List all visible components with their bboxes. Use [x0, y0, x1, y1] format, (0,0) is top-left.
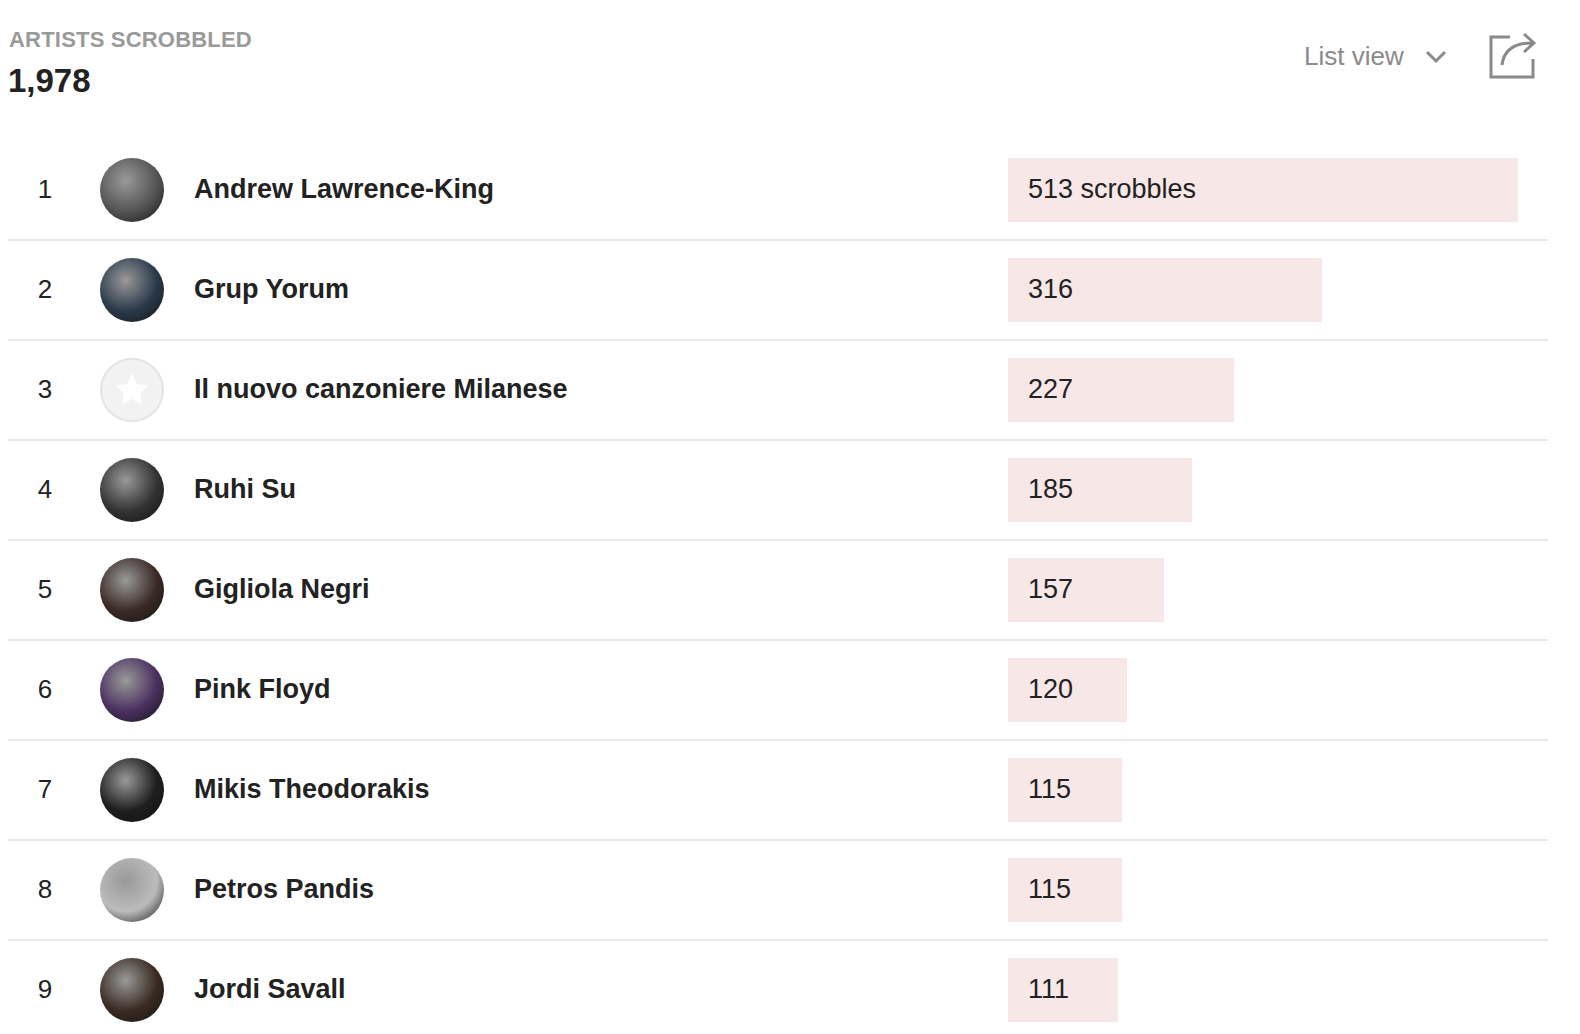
data-label: 227: [1028, 374, 1073, 405]
avatar: [100, 558, 164, 622]
rank: 9: [20, 974, 70, 1005]
star-path: [115, 373, 148, 405]
artist-name: Andrew Lawrence-King: [194, 174, 494, 205]
rank: 8: [20, 874, 70, 905]
placeholder-star: [112, 370, 152, 410]
rank: 2: [20, 274, 70, 305]
rank: 4: [20, 474, 70, 505]
header-title: ARTISTS SCROBBLED: [9, 27, 252, 53]
header-count: 1,978: [8, 62, 91, 100]
data-label: 513 scrobbles: [1028, 174, 1196, 205]
rank: 6: [20, 674, 70, 705]
avatar: [100, 358, 164, 422]
row-separator: [8, 539, 1548, 541]
row-separator: [8, 339, 1548, 341]
avatar: [100, 158, 164, 222]
rank: 5: [20, 574, 70, 605]
data-label: 115: [1028, 774, 1071, 805]
row-separator: [8, 839, 1548, 841]
row-separator: [8, 439, 1548, 441]
artist-name: Pink Floyd: [194, 674, 331, 705]
rank: 7: [20, 774, 70, 805]
chevron-path[interactable]: [1427, 52, 1445, 61]
artist-name: Petros Pandis: [194, 874, 374, 905]
data-label: 115: [1028, 874, 1071, 905]
artist-name: Jordi Savall: [194, 974, 346, 1005]
row-separator: [8, 939, 1548, 941]
avatar: [100, 958, 164, 1022]
data-label: 157: [1028, 574, 1073, 605]
artist-name: Mikis Theodorakis: [194, 774, 430, 805]
avatar: [100, 758, 164, 822]
plot-area: [1008, 0, 1538, 1034]
data-label: 185: [1028, 474, 1073, 505]
row-separator: [8, 739, 1548, 741]
row-separator: [8, 239, 1548, 241]
row-separator: [8, 639, 1548, 641]
avatar: [100, 258, 164, 322]
data-label: 316: [1028, 274, 1073, 305]
data-label: 120: [1028, 674, 1073, 705]
avatar: [100, 858, 164, 922]
share-arrow[interactable]: [1502, 34, 1534, 65]
artist-name: Grup Yorum: [194, 274, 349, 305]
view-selector[interactable]: List view: [1304, 41, 1404, 72]
avatar: [100, 458, 164, 522]
avatar: [100, 658, 164, 722]
artist-name: Il nuovo canzoniere Milanese: [194, 374, 568, 405]
rank: 3: [20, 374, 70, 405]
share-icon[interactable]: [1488, 29, 1540, 81]
artist-name: Ruhi Su: [194, 474, 296, 505]
artist-name: Gigliola Negri: [194, 574, 370, 605]
chevron-icon[interactable]: [1425, 50, 1447, 64]
data-label: 111: [1028, 974, 1069, 1005]
rank: 1: [20, 174, 70, 205]
